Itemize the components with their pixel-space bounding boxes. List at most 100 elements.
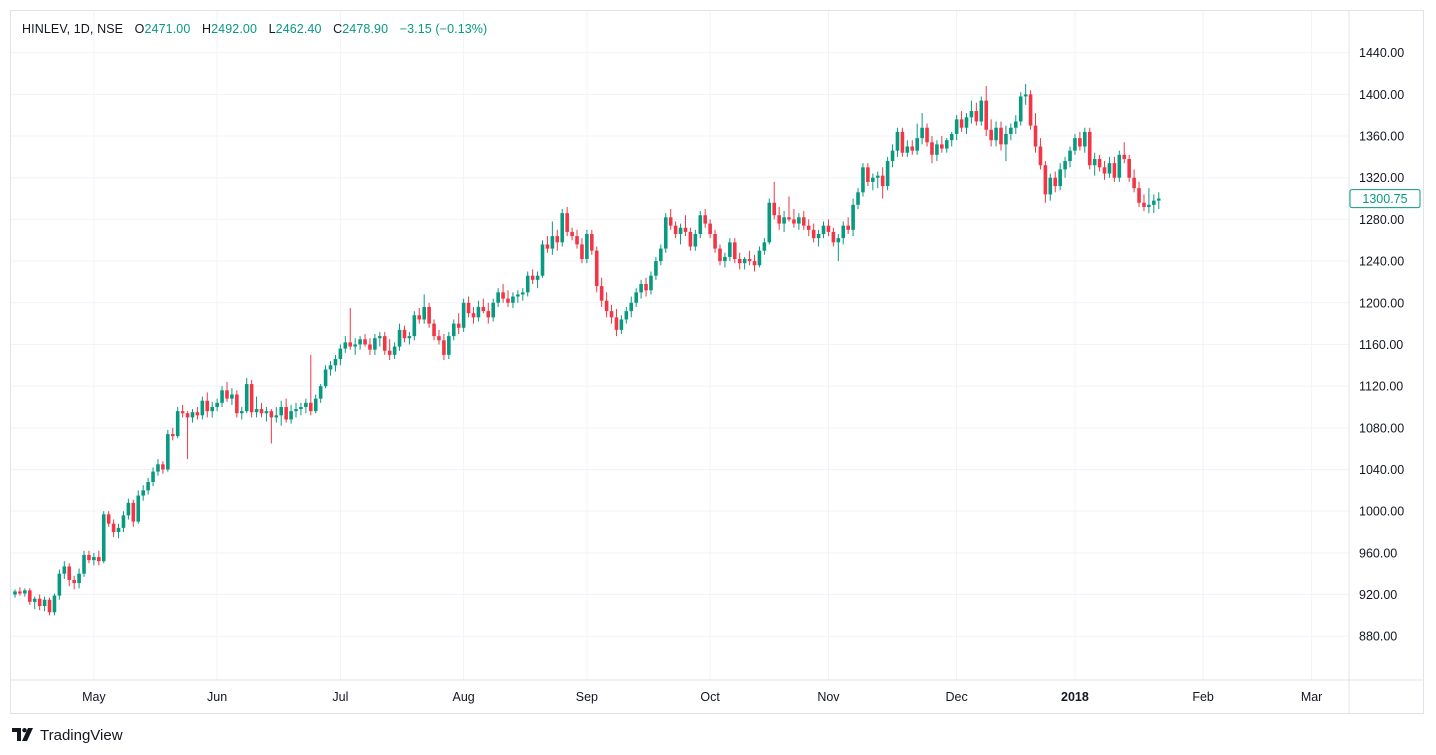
candle-body bbox=[585, 234, 589, 260]
candle-body bbox=[811, 229, 816, 239]
candle-body bbox=[866, 167, 870, 182]
candle-body bbox=[1043, 165, 1048, 195]
tradingview-branding[interactable]: TradingView bbox=[12, 724, 123, 746]
candle-body bbox=[1013, 121, 1018, 128]
candle-body bbox=[402, 329, 407, 339]
price-tick-label: 960.00 bbox=[1359, 546, 1397, 560]
candle-body bbox=[486, 311, 491, 318]
candle-body bbox=[387, 350, 392, 355]
candle-body bbox=[944, 140, 949, 149]
time-tick-label: Jun bbox=[207, 690, 227, 704]
candle-body bbox=[116, 527, 121, 533]
price-tick-label: 920.00 bbox=[1359, 588, 1397, 602]
candle-body bbox=[713, 234, 717, 249]
candle-body bbox=[111, 523, 116, 533]
price-tick-label: 1240.00 bbox=[1359, 255, 1404, 269]
time-tick-label: May bbox=[82, 690, 106, 704]
candle-body bbox=[1107, 163, 1112, 174]
price-tick-label: 1200.00 bbox=[1359, 296, 1404, 310]
price-tick-label: 1320.00 bbox=[1359, 171, 1404, 185]
candle-body bbox=[13, 591, 17, 595]
candle-body bbox=[407, 336, 412, 339]
candle-body bbox=[126, 502, 131, 516]
candle-body bbox=[1087, 131, 1092, 166]
candle-body bbox=[969, 111, 974, 118]
candle-body bbox=[949, 133, 954, 141]
candle-body bbox=[614, 317, 619, 330]
candle-body bbox=[447, 336, 451, 355]
candle-body bbox=[437, 336, 441, 341]
candle-body bbox=[136, 495, 141, 522]
candle-body bbox=[1117, 154, 1122, 178]
candle-body bbox=[1078, 138, 1082, 147]
candlestick-chart[interactable]: 880.00 920.00 960.00 1000.00 1040.00 1080.00 1… bbox=[11, 11, 1423, 713]
candles-series bbox=[13, 83, 1161, 616]
time-tick-label: Nov bbox=[817, 690, 840, 704]
candle-body bbox=[777, 215, 781, 224]
change-value: −3.15 (−0.13%) bbox=[399, 22, 488, 36]
last-price-box bbox=[1349, 189, 1421, 209]
candle-body bbox=[846, 225, 850, 230]
candle-body bbox=[910, 146, 915, 151]
candle-body bbox=[1137, 188, 1141, 203]
candle-body bbox=[121, 515, 126, 528]
candle-body bbox=[304, 402, 308, 407]
candle-body bbox=[816, 234, 821, 239]
candle-body bbox=[821, 225, 826, 234]
candle-body bbox=[540, 244, 545, 276]
candle-body bbox=[999, 127, 1003, 145]
open-label: O bbox=[134, 22, 145, 36]
candle-body bbox=[806, 225, 811, 230]
price-tick-label: 1000.00 bbox=[1359, 505, 1404, 519]
candle-body bbox=[895, 131, 900, 151]
candle-body bbox=[989, 129, 993, 141]
candle-body bbox=[673, 225, 678, 234]
candle-body bbox=[752, 261, 757, 266]
high-label: H bbox=[201, 22, 212, 36]
candle-body bbox=[698, 215, 703, 234]
candle-body bbox=[392, 346, 397, 355]
candle-body bbox=[97, 557, 101, 562]
candle-body bbox=[1127, 158, 1131, 178]
candle-body bbox=[959, 119, 964, 128]
candle-body bbox=[757, 250, 762, 266]
candle-body bbox=[210, 406, 214, 412]
candle-body bbox=[239, 411, 244, 414]
candle-body bbox=[708, 223, 712, 234]
candle-body bbox=[604, 300, 609, 312]
candle-body bbox=[1073, 138, 1077, 151]
candle-body bbox=[550, 236, 555, 249]
candle-body bbox=[141, 490, 145, 496]
candle-body bbox=[373, 338, 377, 350]
candle-body bbox=[1102, 167, 1107, 174]
candle-body bbox=[501, 292, 505, 299]
candle-body bbox=[47, 599, 52, 613]
open-value: 2471.00 bbox=[144, 22, 191, 36]
candle-body bbox=[836, 238, 841, 243]
candle-body bbox=[62, 566, 67, 574]
price-axis[interactable]: 880.00 920.00 960.00 1000.00 1040.00 1080.00 1… bbox=[1359, 46, 1404, 644]
candle-body bbox=[1083, 131, 1087, 147]
time-axis[interactable]: May Jun Jul Aug Sep Oct Nov Dec 2018 Feb Mar bbox=[82, 690, 1322, 704]
candle-body bbox=[1063, 161, 1067, 170]
candle-body bbox=[427, 306, 431, 324]
candle-body bbox=[826, 225, 831, 232]
candle-body bbox=[1122, 154, 1127, 159]
candle-body bbox=[175, 411, 180, 437]
price-tick-label: 1280.00 bbox=[1359, 213, 1404, 227]
candle-body bbox=[378, 336, 382, 339]
candle-body bbox=[42, 599, 47, 607]
candle-body bbox=[1028, 94, 1033, 126]
candle-body bbox=[506, 298, 510, 303]
price-tick-label: 1160.00 bbox=[1359, 338, 1403, 352]
candle-body bbox=[294, 409, 298, 412]
candle-body bbox=[762, 242, 767, 251]
candle-body bbox=[915, 138, 919, 151]
candle-body bbox=[900, 131, 905, 153]
candle-body bbox=[1023, 94, 1028, 97]
candle-body bbox=[649, 275, 653, 291]
candle-body bbox=[1142, 202, 1146, 207]
candle-body bbox=[644, 284, 648, 291]
candle-body bbox=[200, 400, 205, 416]
candle-body bbox=[747, 259, 752, 262]
